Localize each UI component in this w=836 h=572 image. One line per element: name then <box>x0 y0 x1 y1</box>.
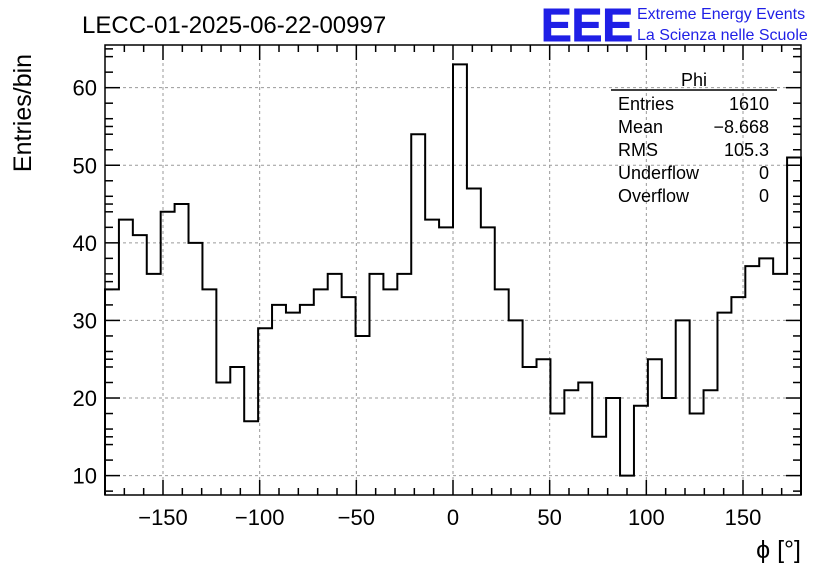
histogram-bin <box>258 328 272 495</box>
x-tick-label: −100 <box>235 505 285 530</box>
histogram-bin <box>189 243 203 495</box>
histogram-bin <box>369 274 383 495</box>
y-tick-label: 60 <box>73 76 97 101</box>
histogram-bin <box>773 274 787 495</box>
y-tick-label: 50 <box>73 153 97 178</box>
x-tick-label: 100 <box>628 505 665 530</box>
histogram-bin <box>244 421 258 495</box>
histogram-bin <box>453 64 467 495</box>
stats-label: RMS <box>618 140 658 160</box>
stats-value: −8.668 <box>713 117 769 137</box>
stats-box: Phi Entries 1610 Mean −8.668 RMS 105.3 Underfl… <box>611 70 777 206</box>
histogram-bin <box>272 305 286 495</box>
y-tick-label: 40 <box>73 231 97 256</box>
x-tick-label: −50 <box>338 505 375 530</box>
histogram-bin <box>676 320 690 495</box>
stats-label: Entries <box>618 94 674 114</box>
histogram-bin <box>745 266 759 495</box>
histogram-bin <box>564 390 578 495</box>
histogram-bin <box>537 359 551 495</box>
histogram-bin <box>662 398 676 495</box>
histogram-bin <box>314 289 328 495</box>
brand-line-1: Extreme Energy Events <box>637 6 805 23</box>
y-tick-label: 30 <box>73 308 97 333</box>
y-tick-label: 20 <box>73 386 97 411</box>
eee-logo-text: EEE <box>541 0 633 51</box>
stats-rows: Entries 1610 Mean −8.668 RMS 105.3 Underflow 0 O… <box>618 94 769 206</box>
histogram-bin <box>578 383 592 496</box>
histogram-bins <box>105 64 801 495</box>
stats-label: Mean <box>618 117 663 137</box>
stats-value: 0 <box>759 186 769 206</box>
histogram-bin <box>383 289 397 495</box>
histogram-bin <box>690 414 704 495</box>
histogram-bin <box>397 274 411 495</box>
stats-value: 105.3 <box>724 140 769 160</box>
histogram-bin <box>731 297 745 495</box>
histogram-bin <box>592 437 606 495</box>
x-tick-label: 0 <box>447 505 459 530</box>
histogram-bin <box>286 313 300 495</box>
histogram-bin <box>439 227 453 495</box>
y-tick-labels: 10 20 30 40 50 60 <box>73 76 97 489</box>
histogram-bin <box>759 258 773 495</box>
histogram-bin <box>356 336 370 495</box>
histogram-bin <box>606 398 620 495</box>
x-tick-label: 150 <box>725 505 762 530</box>
axis-ticks <box>105 45 801 495</box>
histogram-bin <box>300 305 314 495</box>
stats-value: 0 <box>759 163 769 183</box>
histogram-bin <box>425 220 439 495</box>
stats-box-title: Phi <box>681 70 707 90</box>
brand-line-2: La Scienza nelle Scuole <box>637 27 808 44</box>
histogram-bin <box>467 189 481 495</box>
histogram-bin <box>161 212 175 495</box>
histogram-bin <box>550 414 564 495</box>
histogram-bin <box>509 320 523 495</box>
histogram-bin <box>119 220 133 495</box>
x-tick-label: −150 <box>138 505 188 530</box>
histogram-bin <box>230 367 244 495</box>
histogram-bin <box>523 367 537 495</box>
chart-title: LECC-01-2025-06-22-00997 <box>82 12 386 39</box>
x-axis-title: ϕ [°] <box>756 536 801 564</box>
stats-label: Overflow <box>618 186 690 206</box>
histogram-bin <box>133 235 147 495</box>
histogram-bin <box>495 289 509 495</box>
histogram-bin <box>704 390 718 495</box>
histogram-bin <box>175 204 189 495</box>
histogram-bin <box>481 227 495 495</box>
y-axis-title: Entries/bin <box>9 54 37 172</box>
histogram-bin <box>717 313 731 495</box>
histogram-bin <box>202 289 216 495</box>
eee-logo: EEE <box>541 0 634 52</box>
histogram-bin <box>342 297 356 495</box>
stats-label: Underflow <box>618 163 700 183</box>
x-tick-label: 50 <box>537 505 561 530</box>
x-tick-labels: −150 −100 −50 0 50 100 150 <box>138 505 761 530</box>
histogram-bin <box>216 383 230 496</box>
histogram-bin <box>328 274 342 495</box>
histogram-bin <box>648 359 662 495</box>
y-tick-label: 10 <box>73 464 97 489</box>
stats-value: 1610 <box>729 94 769 114</box>
histogram-bin <box>147 274 161 495</box>
histogram-bin <box>411 134 425 495</box>
histogram-outline <box>104 63 802 495</box>
